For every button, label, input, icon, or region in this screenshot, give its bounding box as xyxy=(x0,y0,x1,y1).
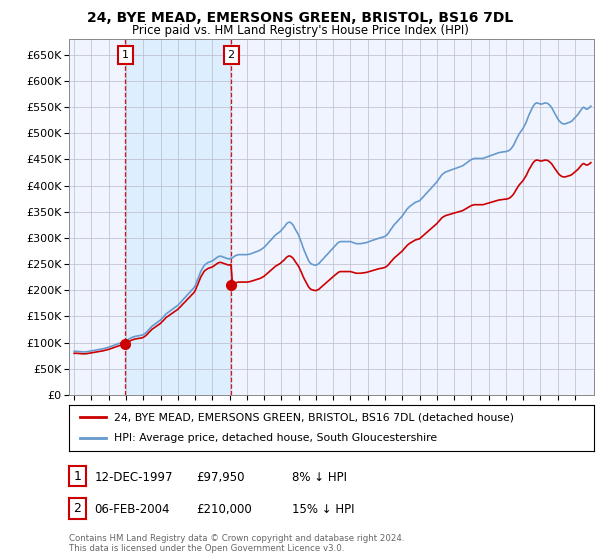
Text: 24, BYE MEAD, EMERSONS GREEN, BRISTOL, BS16 7DL (detached house): 24, BYE MEAD, EMERSONS GREEN, BRISTOL, B… xyxy=(113,412,514,422)
Text: 8% ↓ HPI: 8% ↓ HPI xyxy=(292,470,347,484)
Text: 12-DEC-1997: 12-DEC-1997 xyxy=(94,470,173,484)
Text: 24, BYE MEAD, EMERSONS GREEN, BRISTOL, BS16 7DL: 24, BYE MEAD, EMERSONS GREEN, BRISTOL, B… xyxy=(87,11,513,25)
Text: Price paid vs. HM Land Registry's House Price Index (HPI): Price paid vs. HM Land Registry's House … xyxy=(131,24,469,36)
Text: 1: 1 xyxy=(73,469,82,483)
Text: £97,950: £97,950 xyxy=(196,470,245,484)
Text: 15% ↓ HPI: 15% ↓ HPI xyxy=(292,503,355,516)
Text: 1: 1 xyxy=(122,50,128,60)
Text: £210,000: £210,000 xyxy=(196,503,252,516)
Text: Contains HM Land Registry data © Crown copyright and database right 2024.
This d: Contains HM Land Registry data © Crown c… xyxy=(69,534,404,553)
Text: 2: 2 xyxy=(73,502,82,515)
Text: 06-FEB-2004: 06-FEB-2004 xyxy=(94,503,170,516)
Text: HPI: Average price, detached house, South Gloucestershire: HPI: Average price, detached house, Sout… xyxy=(113,433,437,443)
Bar xyxy=(125,39,231,395)
Text: 2: 2 xyxy=(227,50,235,60)
